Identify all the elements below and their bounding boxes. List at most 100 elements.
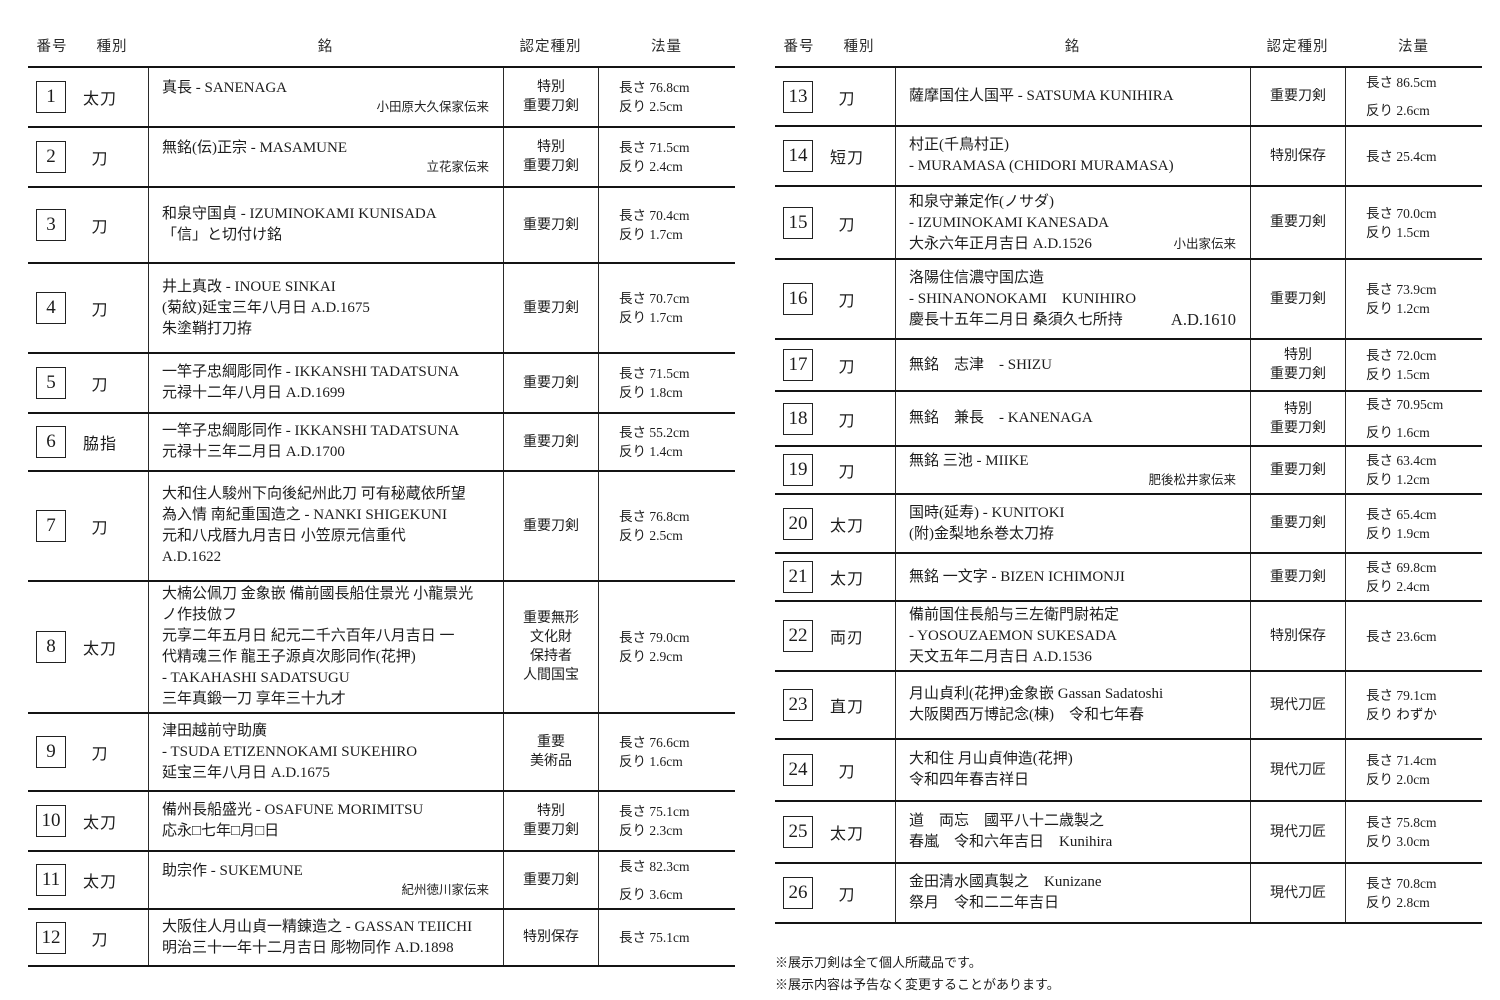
item-mei-cell: 無銘 兼長 - KANENAGA bbox=[895, 392, 1250, 445]
mei-line: - MURAMASA (CHIDORI MURAMASA) bbox=[909, 158, 1174, 174]
mei-line: 元享二年五月日 紀元二千六百年八月吉日 一 bbox=[162, 628, 455, 644]
dimension-line: 反り 1.6cm bbox=[1366, 425, 1430, 440]
table-body: 1 太刀 真長 - SANENAGA 小田原大久保家伝来 特別 重要刀剣 長さ 76.8cm… bbox=[28, 66, 735, 967]
footnote-changes: ※展示内容は予告なく変更することがあります。 bbox=[775, 977, 1060, 992]
item-number-badge: 26 bbox=[783, 877, 813, 909]
mei-line: 月山貞利(花押)金象嵌 Gassan Sadatoshi bbox=[909, 686, 1164, 702]
item-number-badge: 3 bbox=[36, 209, 66, 241]
sword-table-left: 番号 種別銘認定種別 法量 1 太刀 真長 - SANENAGA 小田原大久保家伝来 特別重… bbox=[28, 24, 735, 967]
item-certification-cell: 重要刀剣 bbox=[503, 852, 598, 908]
mei-line: 大和住 月山貞伸造(花押) bbox=[909, 751, 1073, 767]
dimension-line: 長さ 65.4cm bbox=[1366, 506, 1437, 522]
item-mei-cell: 真長 - SANENAGA 小田原大久保家伝来 bbox=[148, 68, 503, 126]
mei-line: 道 両忘 國平八十二歳製之 bbox=[909, 813, 1105, 829]
mei-line: 一竿子忠綱彫同作 - IKKANSHI TADATSUNA bbox=[162, 423, 460, 439]
dimension-line: 反り 1.8cm bbox=[619, 385, 683, 400]
mei-line: 真長 - SANENAGA bbox=[162, 80, 287, 96]
table-row: 16 刀 洛陽住信濃守国広造 - SHINANONOKAMI KUNIHIRO 慶長十五… bbox=[775, 258, 1482, 338]
table-row: 5 刀一竿子忠綱彫同作 - IKKANSHI TADATSUNA 元禄十二年八月日 … bbox=[28, 352, 735, 412]
item-certification-cell: 特別保存 bbox=[503, 910, 598, 965]
item-type: 刀 bbox=[91, 151, 109, 168]
item-mei-cell: 津田越前守助廣 - TSUDA ETIZENNOKAMI SUKEHIRO 延宝三年… bbox=[148, 714, 503, 790]
item-mei-cell: 無銘 一文字 - BIZEN ICHIMONJI bbox=[895, 554, 1250, 600]
mei-line: 津田越前守助廣 bbox=[162, 722, 268, 739]
item-number-badge: 13 bbox=[783, 80, 813, 113]
item-certification-cell: 重要無形 文化財 保持者 人間国宝 bbox=[503, 582, 598, 712]
item-type: 刀 bbox=[838, 887, 856, 904]
mei-line: 応永□七年□月□日 bbox=[162, 823, 280, 839]
dimension-line: 反り 2.5cm bbox=[619, 99, 683, 114]
certification-line: 現代刀匠 bbox=[1270, 885, 1326, 901]
mei-line: 天文五年二月吉日 A.D.1536 bbox=[909, 648, 1092, 665]
mei-line: 祭月 令和二二年吉日 bbox=[909, 895, 1060, 911]
item-dimensions-cell: 長さ 23.6cm bbox=[1345, 602, 1482, 670]
mei-line: 慶長十五年二月日 桑須久七所持 bbox=[909, 311, 1123, 328]
item-number-badge: 20 bbox=[783, 507, 813, 540]
item-certification-cell: 重要刀剣 bbox=[1250, 68, 1345, 125]
table-row: 9 刀津田越前守助廣 - TSUDA ETIZENNOKAMI SUKEHIRO 延宝… bbox=[28, 712, 735, 790]
certification-line: 現代刀匠 bbox=[1270, 824, 1326, 840]
certification-line: 重要刀剣 bbox=[523, 159, 579, 174]
item-id-cell: 14 短刀 bbox=[775, 127, 895, 185]
mei-line: 無銘 兼長 - KANENAGA bbox=[909, 410, 1093, 426]
mei-line: 令和四年春吉祥日 bbox=[909, 772, 1030, 788]
table-row: 10 太刀 備州長船盛光 - OSAFUNE MORIMITSU 応永□七年□月□日 特… bbox=[28, 790, 735, 850]
table-row: 8 太刀 大楠公佩刀 金象嵌 備前國長船住景光 小龍景光 ノ作技倣フ 元享二年五月日 紀… bbox=[28, 580, 735, 712]
item-certification-cell: 重要刀剣 bbox=[1250, 554, 1345, 600]
dimension-line: 反り 3.6cm bbox=[619, 886, 683, 902]
mei-line: - TSUDA ETIZENNOKAMI SUKEHIRO bbox=[162, 743, 418, 760]
item-type: 刀 bbox=[838, 464, 856, 481]
item-number-badge: 17 bbox=[783, 349, 813, 381]
item-dimensions-cell: 長さ 76.8cm 反り 2.5cm bbox=[598, 68, 735, 126]
provenance-note: 立花家伝来 bbox=[426, 160, 489, 174]
certification-line: 現代刀匠 bbox=[1270, 762, 1326, 778]
column-header: 番号 bbox=[783, 38, 815, 55]
table-body: 13 刀 薩摩国住人国平 - SATSUMA KUNIHIRA 重要刀剣 長さ 86.5… bbox=[775, 66, 1482, 924]
mei-line: 元禄十三年二月日 A.D.1700 bbox=[162, 444, 345, 460]
item-type: 太刀 bbox=[82, 641, 117, 658]
item-dimensions-cell: 長さ 73.9cm 反り 1.2cm bbox=[1345, 260, 1482, 338]
certification-line: 重要刀剣 bbox=[523, 872, 579, 888]
item-number-badge: 9 bbox=[36, 736, 66, 768]
table-header-row: 番号 種別 銘 認定種別 法量 bbox=[775, 24, 1482, 66]
mei-line: 「信」と切付け銘 bbox=[162, 227, 283, 243]
certification-line: 重要刀剣 bbox=[523, 300, 579, 316]
item-dimensions-cell: 長さ 71.4cm 反り 2.0cm bbox=[1345, 740, 1482, 800]
dimension-line: 反り 1.4cm bbox=[619, 444, 683, 459]
item-certification-cell: 重要刀剣 bbox=[1250, 495, 1345, 552]
dimension-line: 反り 2.0cm bbox=[1366, 772, 1430, 787]
mei-line: 明治三十一年十二月吉日 彫物同作 A.D.1898 bbox=[162, 939, 454, 956]
certification-line: 特別 bbox=[537, 80, 565, 95]
item-type: 直刀 bbox=[829, 699, 864, 716]
certification-line: 特別保存 bbox=[1270, 148, 1326, 164]
column-header: 認定種別 bbox=[1266, 38, 1329, 55]
sword-table-right: 番号 種別 銘 認定種別 法量 13 刀 薩摩国住人国平 - SATSUMA KUNIHIR… bbox=[775, 24, 1482, 924]
mei-line: - IZUMINOKAMI KANESADA bbox=[909, 215, 1109, 231]
item-certification-cell: 重要刀剣 bbox=[1250, 187, 1345, 258]
item-mei-cell: 一竿子忠綱彫同作 - IKKANSHI TADATSUNA 元禄十三年二月日 A.… bbox=[148, 414, 503, 470]
item-dimensions-cell: 長さ 70.0cm 反り 1.5cm bbox=[1345, 187, 1482, 258]
certification-line: 文化財 bbox=[530, 630, 572, 645]
dimension-line: 反り 3.0cm bbox=[1366, 834, 1430, 849]
table-row: 26 刀 金田清水國真製之 Kunizane 祭月 令和二二年吉日 現代刀匠 長さ 70.… bbox=[775, 862, 1482, 922]
item-type: 刀 bbox=[838, 90, 856, 108]
item-number-badge: 16 bbox=[783, 283, 813, 315]
item-type: 太刀 bbox=[82, 815, 117, 832]
mei-line: - TAKAHASHI SADATSUGU bbox=[162, 670, 350, 686]
mei-line: 村正(千鳥村正) bbox=[909, 137, 1009, 153]
certification-line: 特別 bbox=[1284, 401, 1312, 417]
mei-line: 洛陽住信濃守国広造 bbox=[909, 269, 1045, 286]
mei-line: 大阪住人月山貞一精錬造之 - GASSAN TEIICHI bbox=[162, 918, 473, 935]
item-number-badge: 25 bbox=[783, 816, 813, 848]
item-mei-cell: 国時(延寿) - KUNITOKI (附)金梨地糸巻太刀拵 bbox=[895, 495, 1250, 552]
item-mei-cell: 薩摩国住人国平 - SATSUMA KUNIHIRA bbox=[895, 68, 1250, 125]
dimension-line: 長さ 70.4cm bbox=[619, 208, 690, 223]
dimension-line: 反り 1.2cm bbox=[1366, 301, 1430, 316]
item-number-badge: 15 bbox=[783, 206, 813, 239]
item-type: 刀 bbox=[838, 293, 856, 310]
item-certification-cell: 特別 重要刀剣 bbox=[1250, 392, 1345, 445]
